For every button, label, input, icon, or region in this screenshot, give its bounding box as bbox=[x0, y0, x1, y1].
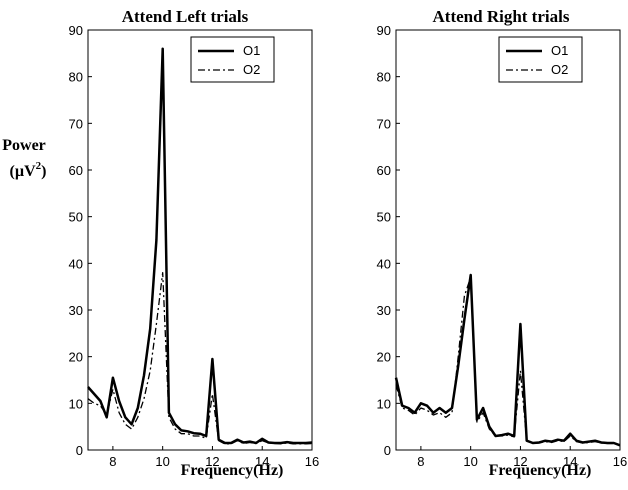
series-lines bbox=[87, 47, 313, 445]
x-tick-label: 12 bbox=[513, 454, 527, 469]
series-lines bbox=[394, 273, 621, 447]
x-tick-label: 16 bbox=[305, 454, 319, 469]
y-tick-label: 30 bbox=[69, 303, 83, 318]
y-tick-label: 30 bbox=[377, 303, 391, 318]
y-tick-label: 80 bbox=[69, 70, 83, 85]
y-tick-label: 50 bbox=[377, 210, 391, 225]
chart-title: Attend Right trials bbox=[433, 7, 570, 26]
x-axis-label: Frequency(Hz) bbox=[489, 462, 592, 479]
x-axis-ticks: 8 10 12 14 16 bbox=[109, 446, 319, 469]
legend: O1 O2 bbox=[498, 36, 583, 83]
chart-title: Attend Left trials bbox=[122, 7, 249, 26]
x-axis-ticks: 8 10 12 14 16 bbox=[417, 446, 627, 469]
legend-label-o2: O2 bbox=[551, 62, 568, 77]
legend-label-o1: O1 bbox=[551, 43, 568, 58]
chart-panel-attend-right: Attend Right trials 0102030405060708090 … bbox=[377, 7, 628, 479]
y-tick-label: 90 bbox=[69, 23, 83, 38]
y-tick-label: 40 bbox=[69, 256, 83, 271]
y-tick-label: 70 bbox=[69, 116, 83, 131]
x-axis-label: Frequency(Hz) bbox=[181, 462, 284, 479]
y-axis-unit: (µV2) bbox=[10, 160, 47, 180]
x-tick-label: 8 bbox=[109, 454, 116, 469]
y-tick-label: 60 bbox=[69, 163, 83, 178]
x-tick-label: 12 bbox=[205, 454, 219, 469]
y-tick-label: 0 bbox=[384, 443, 391, 458]
legend-label-o2: O2 bbox=[243, 62, 260, 77]
y-tick-label: 60 bbox=[377, 163, 391, 178]
y-tick-label: 20 bbox=[377, 350, 391, 365]
y-tick-label: 70 bbox=[377, 116, 391, 131]
series-line-o1 bbox=[87, 47, 313, 445]
y-tick-label: 90 bbox=[377, 23, 391, 38]
y-tick-label: 50 bbox=[69, 210, 83, 225]
plot-frame bbox=[87, 29, 313, 451]
y-axis-ticks: 0 10 20 30 40 50 60 70 80 90 bbox=[69, 23, 92, 458]
y-tick-label: 10 bbox=[377, 396, 391, 411]
legend-box bbox=[190, 36, 275, 83]
y-tick-label: 20 bbox=[69, 350, 83, 365]
series-line-o2 bbox=[87, 272, 313, 445]
y-tick-label: 80 bbox=[377, 70, 391, 85]
x-tick-label: 8 bbox=[417, 454, 424, 469]
x-tick-label: 16 bbox=[613, 454, 627, 469]
x-tick-label: 10 bbox=[155, 454, 169, 469]
y-tick-label: 10 bbox=[69, 396, 83, 411]
legend-label-o1: O1 bbox=[243, 43, 260, 58]
y-tick-label: 40 bbox=[377, 256, 391, 271]
legend: O1 O2 bbox=[190, 36, 275, 83]
x-tick-label: 14 bbox=[563, 454, 577, 469]
y-tick-label: 0 bbox=[76, 443, 83, 458]
legend-box bbox=[498, 36, 583, 83]
series-line-o1 bbox=[394, 273, 621, 447]
chart-panel-attend-left: Attend Left trials 0 10 20 30 40 50 60 70 80 90 8… bbox=[2, 7, 319, 479]
x-tick-label: 10 bbox=[463, 454, 477, 469]
x-tick-label: 14 bbox=[255, 454, 269, 469]
y-axis-ticks: 0 10 20 30 40 50 60 70 80 90 bbox=[377, 23, 400, 458]
plot-frame bbox=[395, 29, 621, 451]
series-line-o2 bbox=[395, 276, 621, 446]
y-axis-label: Power bbox=[2, 137, 46, 154]
